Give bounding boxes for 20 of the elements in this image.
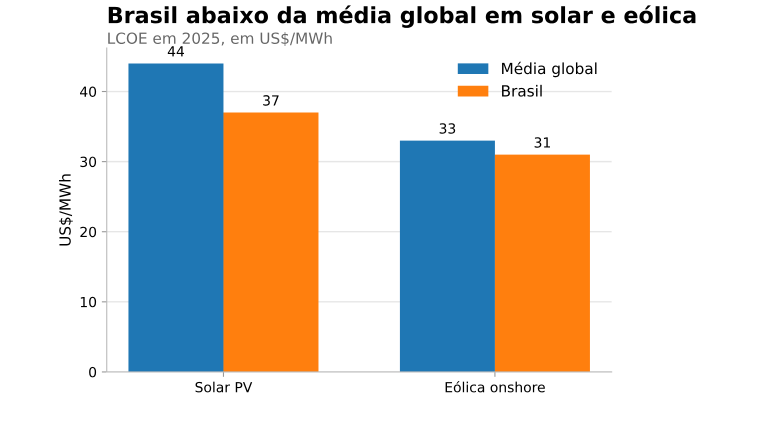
data-label: 44 xyxy=(168,46,184,56)
legend-label: Média global xyxy=(502,62,596,78)
bar xyxy=(223,112,318,372)
x-tick-label: Eólica onshore xyxy=(446,381,545,392)
y-tick-label: 20 xyxy=(80,226,96,238)
x-tick-label: Solar PV xyxy=(196,382,252,392)
data-label: 33 xyxy=(440,123,456,134)
chart-title: Brasil abaixo da média global em solar e eólica xyxy=(108,5,696,28)
data-label: 37 xyxy=(263,95,279,106)
chart-subtitle: LCOE em 2025, em US$/MWh xyxy=(108,32,332,46)
y-tick-label: 30 xyxy=(80,156,96,168)
y-tick-label: 10 xyxy=(80,296,96,308)
bar xyxy=(494,154,590,372)
y-axis-title: US$/MWh xyxy=(59,174,73,246)
y-tick-label: 0 xyxy=(89,366,96,378)
legend-label: Brasil xyxy=(502,84,542,97)
bar xyxy=(400,140,495,372)
data-label: 31 xyxy=(534,137,550,148)
y-tick-label: 40 xyxy=(80,86,96,97)
bar xyxy=(128,63,224,372)
